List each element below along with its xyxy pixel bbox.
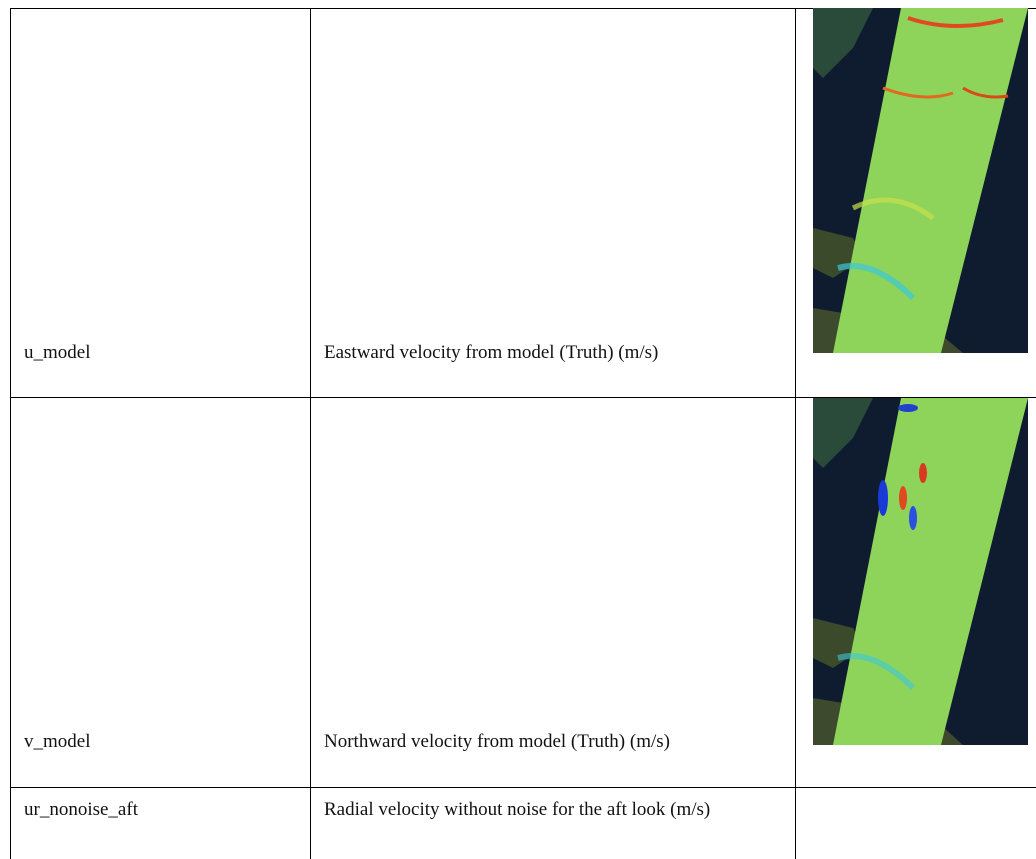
variable-name: u_model [24,339,304,366]
table-rule [310,8,311,859]
table-rule [795,8,796,859]
swath-image [813,398,1028,745]
variable-description: Eastward velocity from model (Truth) (m/… [324,339,784,366]
variable-description: Northward velocity from model (Truth) (m… [324,728,744,755]
variable-name: ur_nonoise_aft [24,796,304,823]
variable-name: v_model [24,728,304,755]
page: u_model Eastward velocity from model (Tr… [0,0,1036,859]
swath-image [813,8,1028,353]
variable-description: Radial velocity without noise for the af… [324,796,754,823]
table-rule [10,8,11,859]
table-rule [10,787,1036,788]
